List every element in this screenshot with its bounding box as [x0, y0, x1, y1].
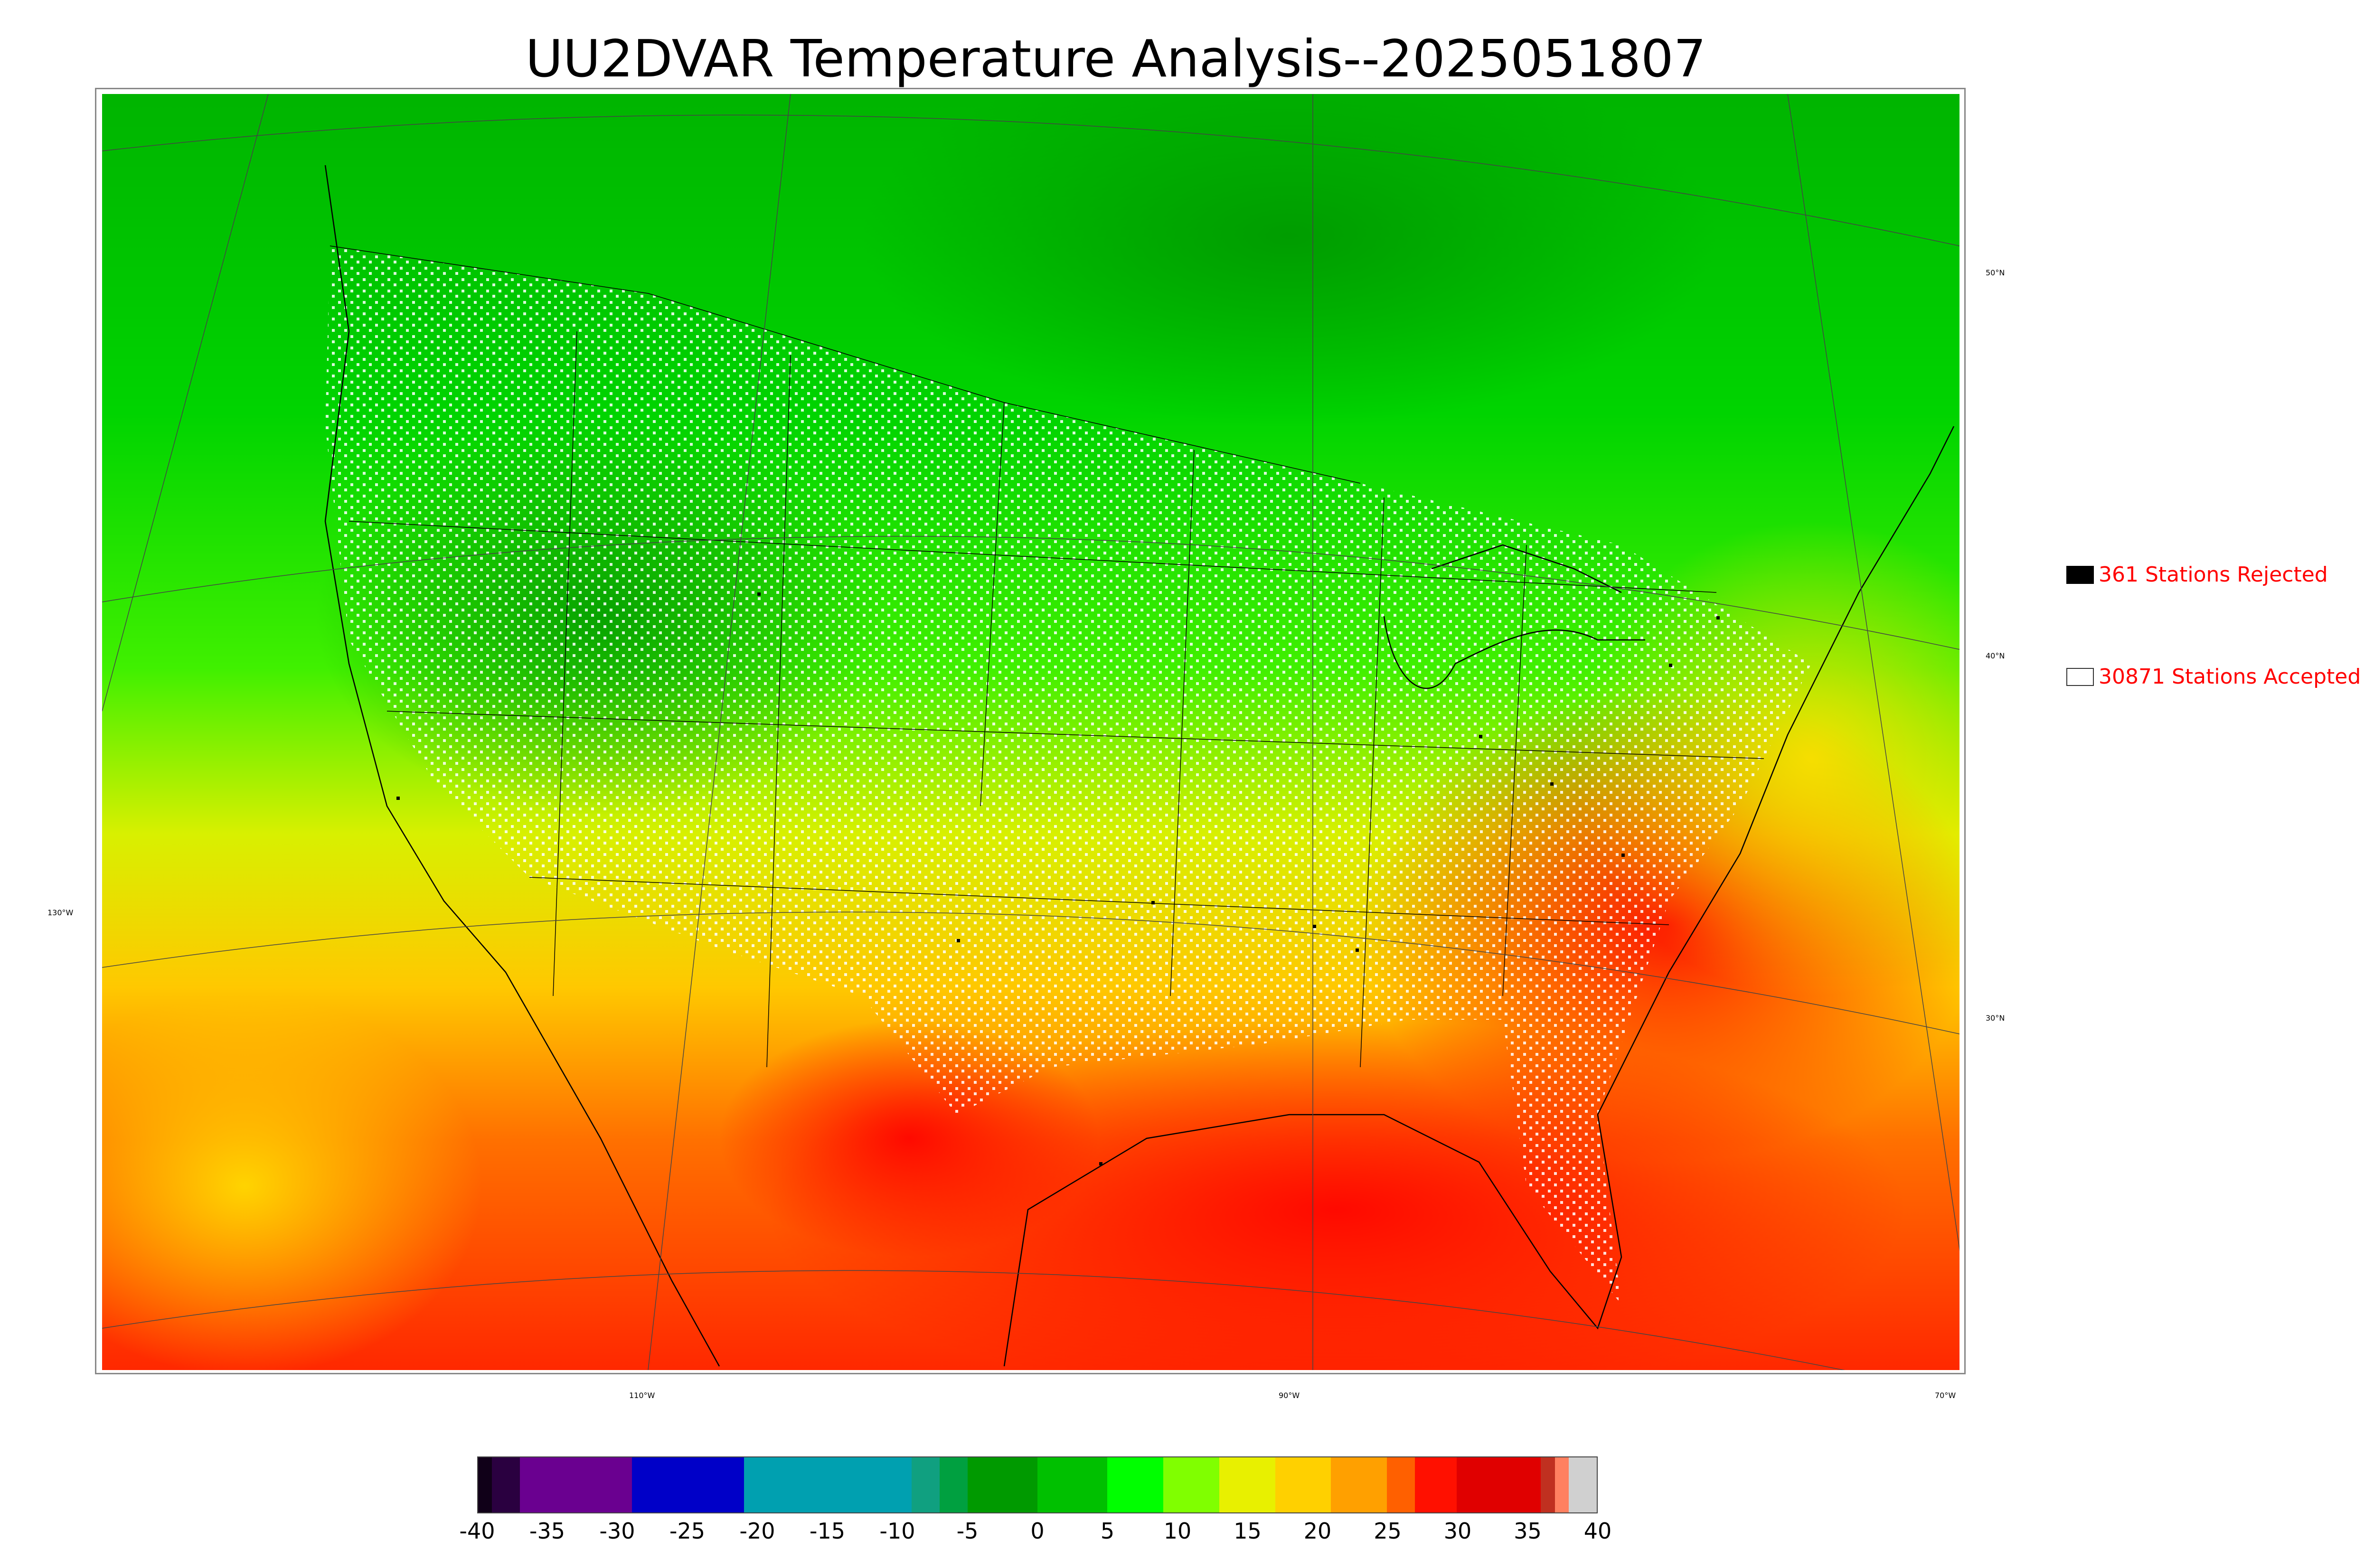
colorbar-segment [1275, 1457, 1331, 1512]
colorbar-segment [1554, 1457, 1569, 1512]
colorbar-tick-label: -30 [599, 1518, 635, 1544]
colorbar-segment [1457, 1457, 1541, 1512]
colorbar-segment [1107, 1457, 1163, 1512]
temperature-colorbar [477, 1456, 1598, 1513]
longitude-label-130w: 130°W [47, 908, 74, 917]
rejected-swatch [2066, 565, 2094, 584]
colorbar-segment [1541, 1457, 1555, 1512]
colorbar-segment [478, 1457, 492, 1512]
graticule-lines [102, 94, 1959, 1370]
colorbar-tick-label: 35 [1514, 1518, 1542, 1544]
colorbar-segment [631, 1457, 744, 1512]
colorbar-segment [520, 1457, 632, 1512]
colorbar-segment [967, 1457, 1037, 1512]
colorbar-tick-label: 0 [1030, 1518, 1045, 1544]
colorbar-segment [1568, 1457, 1597, 1512]
colorbar-segment [1037, 1457, 1108, 1512]
colorbar-tick-label: -40 [459, 1518, 495, 1544]
longitude-label-90w: 90°W [1279, 1391, 1300, 1400]
colorbar-segment [1387, 1457, 1415, 1512]
colorbar-tick-label: 40 [1583, 1518, 1612, 1544]
colorbar-tick-label: 10 [1163, 1518, 1192, 1544]
colorbar-tick-label: 15 [1234, 1518, 1262, 1544]
colorbar-tick-label: 5 [1100, 1518, 1115, 1544]
colorbar-tick-label: -35 [529, 1518, 565, 1544]
coastlines [324, 165, 1955, 1367]
colorbar-tick-label: -25 [669, 1518, 706, 1544]
colorbar-segment [1415, 1457, 1457, 1512]
map-title: UU2DVAR Temperature Analysis--2025051807 [525, 29, 1706, 89]
legend-rejected: 361 Stations Rejected [2066, 563, 2328, 587]
latitude-label-50n: 50°N [1986, 268, 2005, 277]
colorbar-tick-label: -10 [879, 1518, 915, 1544]
colorbar-segment [911, 1457, 940, 1512]
rejected-label: 361 Stations Rejected [2099, 563, 2328, 587]
state-borders [330, 245, 1764, 1068]
accepted-label: 30871 Stations Accepted [2099, 665, 2361, 689]
colorbar-tick-label: 25 [1374, 1518, 1402, 1544]
colorbar-segment [1331, 1457, 1387, 1512]
accepted-swatch [2066, 667, 2094, 686]
colorbar-tick-label: -15 [809, 1518, 846, 1544]
rejected-stations [396, 592, 1720, 1165]
colorbar-segment [1219, 1457, 1275, 1512]
colorbar-segment [492, 1457, 520, 1512]
temperature-field [102, 94, 1959, 1370]
longitude-label-110w: 110°W [629, 1391, 655, 1400]
colorbar-tick-label: 30 [1443, 1518, 1472, 1544]
station-density-overlay [325, 246, 1811, 1305]
colorbar-segment [744, 1457, 912, 1512]
latitude-label-30n: 30°N [1986, 1014, 2005, 1023]
colorbar-tick-label: -5 [956, 1518, 979, 1544]
colorbar-segment [939, 1457, 968, 1512]
colorbar-tick-label: -20 [739, 1518, 775, 1544]
longitude-label-70w: 70°W [1935, 1391, 1956, 1400]
legend-accepted: 30871 Stations Accepted [2066, 665, 2361, 689]
temperature-map [95, 88, 1966, 1374]
colorbar-tick-label: 20 [1303, 1518, 1332, 1544]
colorbar-segment [1163, 1457, 1219, 1512]
latitude-label-40n: 40°N [1986, 651, 2005, 660]
